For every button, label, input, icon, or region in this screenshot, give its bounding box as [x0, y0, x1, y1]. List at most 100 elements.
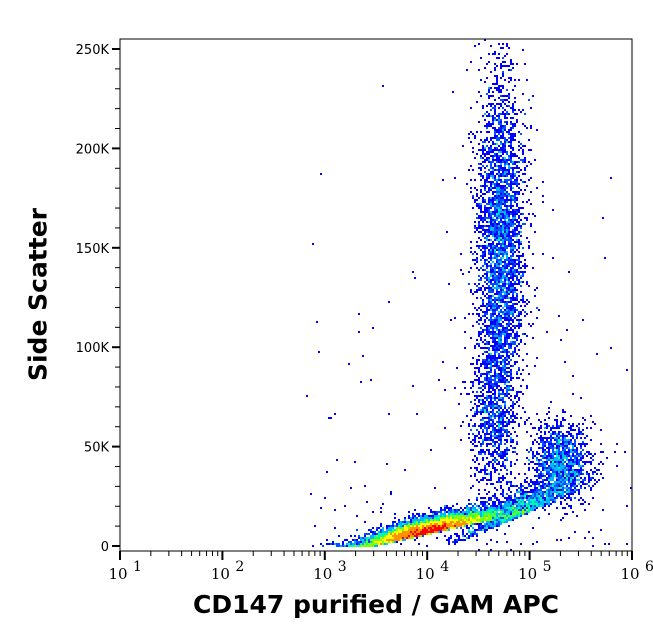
density-bin — [504, 517, 506, 519]
density-bin — [488, 297, 490, 299]
density-bin — [560, 435, 562, 437]
density-bin — [470, 517, 472, 519]
density-bin — [496, 231, 498, 233]
density-bin — [552, 475, 554, 477]
density-bin — [542, 491, 544, 493]
density-bin — [494, 331, 496, 333]
density-bin — [590, 477, 592, 479]
density-bin — [474, 201, 476, 203]
density-bin — [512, 515, 514, 517]
density-bin — [556, 433, 558, 435]
density-bin — [520, 267, 522, 269]
density-bin — [492, 249, 494, 251]
density-bin — [514, 245, 516, 247]
density-bin — [526, 299, 528, 301]
density-bin — [526, 507, 528, 509]
density-bin — [476, 519, 478, 521]
density-bin — [496, 179, 498, 181]
density-bin — [480, 339, 482, 341]
density-bin — [500, 207, 502, 209]
density-bin — [494, 435, 496, 437]
density-bin — [468, 437, 470, 439]
density-bin — [528, 213, 530, 215]
density-bin — [518, 377, 520, 379]
density-bin — [348, 545, 350, 547]
density-bin — [526, 335, 528, 337]
density-bin — [548, 411, 550, 413]
density-bin — [498, 157, 500, 159]
density-bin — [472, 433, 474, 435]
density-bin — [502, 159, 504, 161]
density-bin — [420, 525, 422, 527]
density-bin — [520, 483, 522, 485]
density-bin — [490, 267, 492, 269]
density-bin — [512, 153, 514, 155]
density-bin — [506, 371, 508, 373]
density-bin — [492, 307, 494, 309]
density-bin — [494, 461, 496, 463]
density-bin — [582, 473, 584, 475]
density-bin — [444, 525, 446, 527]
density-bin — [532, 323, 534, 325]
density-bin — [508, 199, 510, 201]
density-bin — [492, 501, 494, 503]
density-bin — [476, 539, 478, 541]
density-bin — [500, 227, 502, 229]
density-bin — [472, 357, 474, 359]
density-bin — [514, 275, 516, 277]
density-bin — [430, 523, 432, 525]
density-bin — [512, 155, 514, 157]
density-bin — [494, 397, 496, 399]
density-bin — [496, 381, 498, 383]
density-bin — [506, 469, 508, 471]
density-bin — [516, 303, 518, 305]
density-bin — [492, 527, 494, 529]
density-bin — [510, 323, 512, 325]
density-bin — [496, 259, 498, 261]
density-bin — [508, 363, 510, 365]
density-bin — [436, 529, 438, 531]
density-bin — [520, 385, 522, 387]
density-bin — [372, 511, 374, 513]
density-bin — [488, 201, 490, 203]
density-bin — [492, 211, 494, 213]
density-bin — [492, 151, 494, 153]
density-bin — [498, 179, 500, 181]
density-bin — [478, 481, 480, 483]
density-bin — [562, 459, 564, 461]
density-bin — [372, 535, 374, 537]
density-bin — [560, 519, 562, 521]
density-bin — [490, 423, 492, 425]
density-bin — [506, 247, 508, 249]
density-bin — [476, 253, 478, 255]
density-bin — [506, 253, 508, 255]
density-bin — [546, 495, 548, 497]
density-bin — [500, 191, 502, 193]
density-bin — [588, 461, 590, 463]
density-bin — [554, 437, 556, 439]
density-bin — [626, 369, 628, 371]
density-bin — [504, 313, 506, 315]
density-bin — [420, 521, 422, 523]
density-bin — [498, 279, 500, 281]
density-bin — [344, 545, 346, 547]
density-bin — [432, 519, 434, 521]
density-bin — [490, 217, 492, 219]
density-bin — [448, 523, 450, 525]
density-bin — [560, 431, 562, 433]
density-bin — [522, 161, 524, 163]
density-bin — [370, 541, 372, 543]
density-bin — [492, 519, 494, 521]
density-bin — [486, 407, 488, 409]
density-bin — [414, 531, 416, 533]
density-bin — [552, 447, 554, 449]
density-bin — [562, 435, 564, 437]
density-bin — [486, 209, 488, 211]
density-bin — [518, 233, 520, 235]
density-bin — [510, 151, 512, 153]
density-bin — [490, 355, 492, 357]
density-bin — [420, 517, 422, 519]
density-bin — [498, 317, 500, 319]
density-bin — [514, 325, 516, 327]
density-bin — [494, 63, 496, 65]
